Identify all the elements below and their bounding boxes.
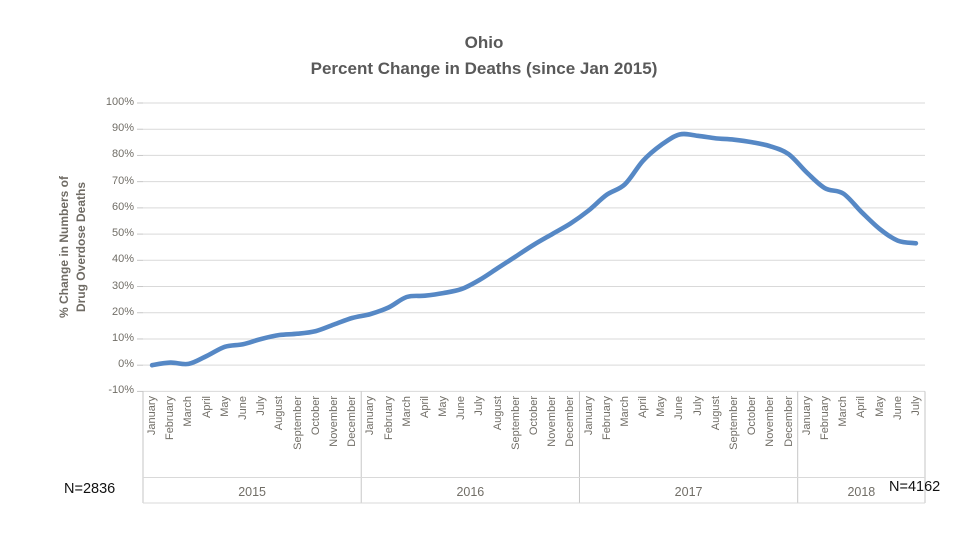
x-month-label: August xyxy=(491,396,504,431)
y-tick-label: 90% xyxy=(111,122,134,135)
x-month-label: March xyxy=(182,396,195,427)
x-month-label: March xyxy=(618,396,631,427)
y-tick-label: 60% xyxy=(111,200,134,213)
deaths-percent-change-line xyxy=(149,131,919,368)
x-month-label: July xyxy=(473,396,486,416)
y-tick-label: -10% xyxy=(108,384,134,397)
x-month-label: August xyxy=(709,396,722,431)
x-year-label: 2017 xyxy=(674,485,703,499)
y-tick-label: 50% xyxy=(111,227,134,240)
x-month-label: April xyxy=(855,396,868,419)
x-month-label: August xyxy=(273,396,286,431)
y-tick-label: 20% xyxy=(111,305,134,318)
x-month-label: May xyxy=(437,396,450,417)
x-month-label: March xyxy=(837,396,850,427)
x-month-label: July xyxy=(691,396,704,416)
chart-title: Ohio Percent Change in Deaths (since Jan… xyxy=(8,30,960,82)
x-month-label: July xyxy=(909,396,922,416)
x-month-label: September xyxy=(728,396,741,450)
x-month-label: December xyxy=(782,396,795,447)
y-tick-label: 80% xyxy=(111,148,134,161)
x-month-label: February xyxy=(600,396,613,441)
y-tick-label: 30% xyxy=(111,279,134,292)
x-month-label: May xyxy=(873,396,886,417)
x-month-label: June xyxy=(673,396,686,420)
x-month-label: September xyxy=(509,396,522,450)
chart-title-line2: Percent Change in Deaths (since Jan 2015… xyxy=(310,59,658,78)
x-year-label: 2015 xyxy=(238,485,267,499)
y-tick-label: 40% xyxy=(111,253,134,266)
x-month-label: May xyxy=(218,396,231,417)
x-month-label: November xyxy=(764,396,777,447)
y-tick-label: 10% xyxy=(111,331,134,344)
n-count-right: N=4162 xyxy=(889,479,941,495)
x-month-label: January xyxy=(800,396,813,436)
x-year-label: 2018 xyxy=(847,485,876,499)
x-month-label: June xyxy=(891,396,904,420)
x-month-label: March xyxy=(400,396,413,427)
x-month-label: September xyxy=(291,396,304,450)
x-month-label: December xyxy=(564,396,577,447)
x-month-label: February xyxy=(382,396,395,441)
y-tick-label: 0% xyxy=(118,358,134,371)
x-month-label: October xyxy=(528,396,540,436)
n-count-left: N=2836 xyxy=(64,481,116,497)
x-month-label: January xyxy=(364,396,377,436)
x-month-label: June xyxy=(237,396,250,420)
x-month-label: June xyxy=(455,396,468,420)
x-month-label: December xyxy=(346,396,359,447)
x-month-label: April xyxy=(418,396,431,419)
x-month-label: October xyxy=(746,396,759,436)
x-month-label: October xyxy=(309,396,322,436)
x-month-label: July xyxy=(255,396,268,416)
x-month-label: January xyxy=(582,396,595,436)
x-month-label: November xyxy=(327,396,340,447)
x-year-label: 2016 xyxy=(456,485,485,499)
y-tick-label: 70% xyxy=(111,174,134,187)
x-month-label: May xyxy=(655,396,668,417)
x-month-label: January xyxy=(146,396,159,436)
y-tick-label: 100% xyxy=(105,96,134,108)
x-month-label: February xyxy=(818,396,831,441)
x-month-label: November xyxy=(546,396,559,447)
chart-title-line1: Ohio xyxy=(464,33,504,52)
x-month-label: April xyxy=(637,396,650,419)
x-month-label: April xyxy=(200,396,213,419)
x-month-label: February xyxy=(164,396,177,441)
